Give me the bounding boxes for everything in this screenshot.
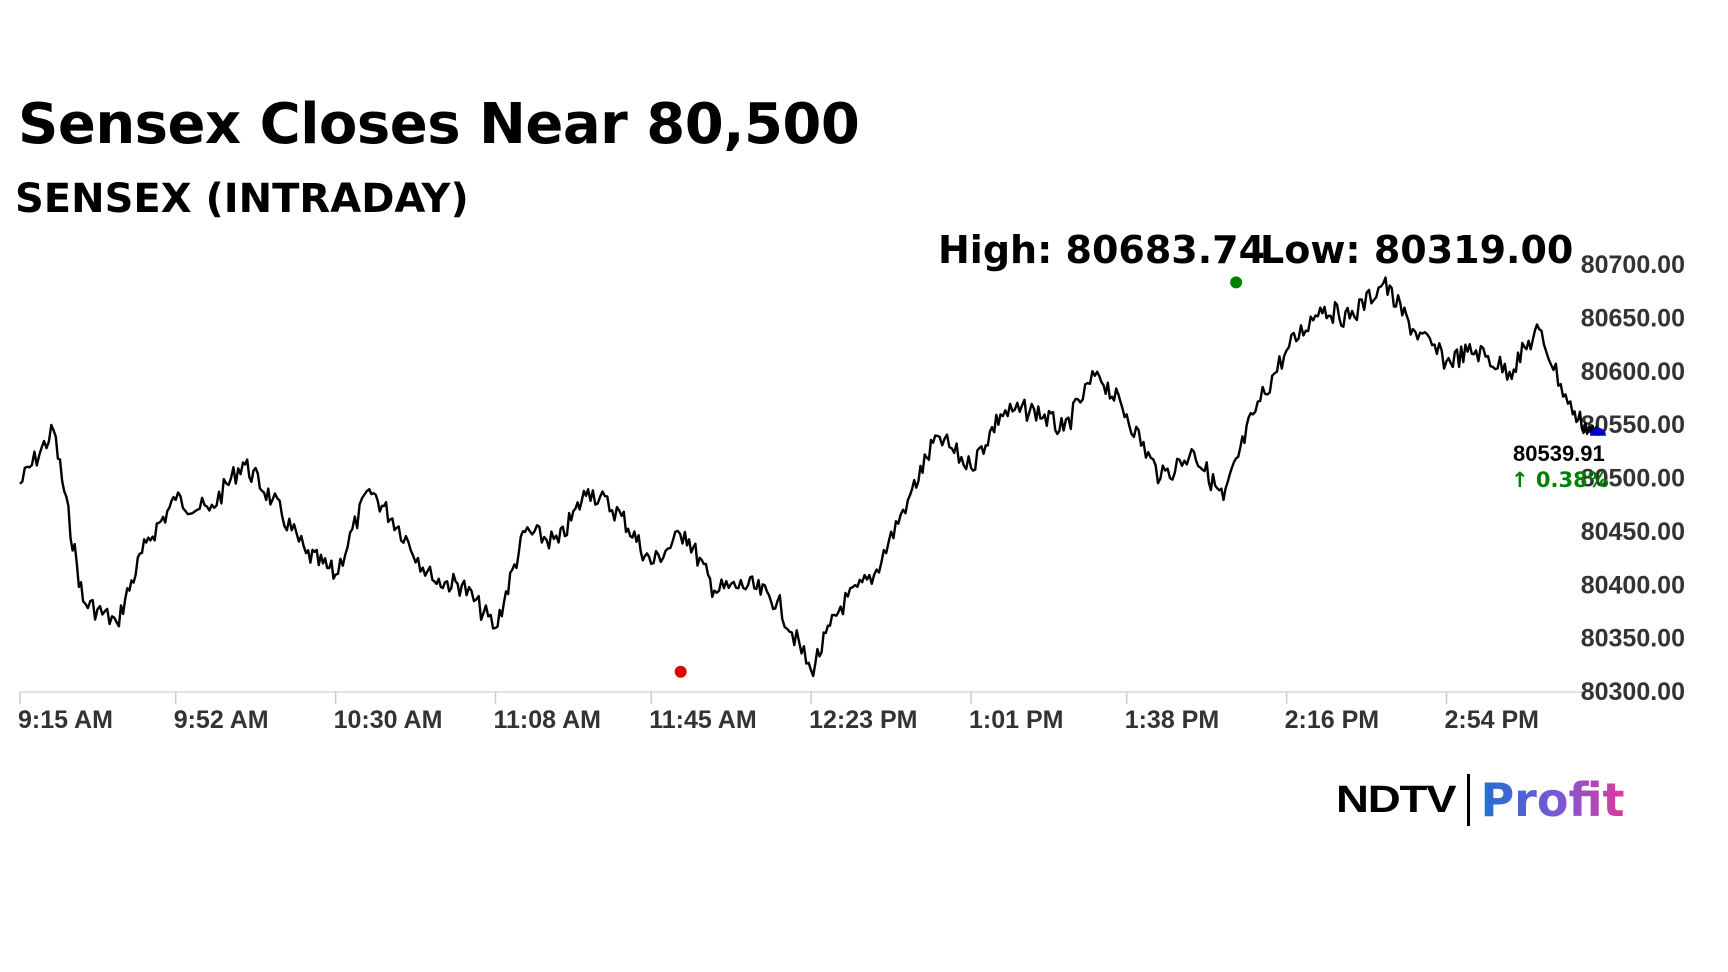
x-tick-label: 9:15 AM [18, 706, 113, 734]
x-tick-label: 10:30 AM [334, 706, 443, 734]
change-label: ↑ 0.38% [1511, 468, 1609, 492]
ndtv-wordmark: NDTV [1336, 778, 1457, 821]
x-tick-label: 1:01 PM [969, 706, 1063, 734]
high-point-marker [1230, 276, 1243, 289]
x-tick-label: 2:16 PM [1285, 706, 1379, 734]
y-tick-label: 80700.00 [1581, 251, 1685, 279]
logo-divider [1467, 774, 1471, 826]
low-point-marker [674, 665, 687, 678]
profit-wordmark: Profit [1480, 773, 1625, 827]
y-tick-label: 80300.00 [1581, 678, 1685, 706]
chart-subtitle: SENSEX (INTRADAY) [15, 176, 469, 222]
y-tick-label: 80450.00 [1581, 518, 1685, 546]
y-tick-label: 80350.00 [1581, 625, 1685, 653]
x-tick-label: 12:23 PM [809, 706, 917, 734]
y-tick-label: 80500.00 [1581, 465, 1685, 493]
x-tick-label: 1:38 PM [1125, 706, 1219, 734]
last-price-marker [1590, 427, 1606, 436]
x-tick-label: 9:52 AM [174, 706, 269, 734]
chart-title: Sensex Closes Near 80,500 [18, 92, 860, 157]
ndtv-profit-logo: NDTV Profit [1336, 770, 1625, 830]
x-tick-label: 2:54 PM [1445, 706, 1539, 734]
high-label: High: 80683.74 [938, 228, 1266, 272]
y-tick-label: 80400.00 [1581, 571, 1685, 599]
x-tick-label: 11:08 AM [494, 706, 601, 734]
y-tick-label: 80650.00 [1581, 304, 1685, 332]
y-tick-label: 80600.00 [1581, 358, 1685, 386]
low-label: Low: 80319.00 [1260, 228, 1574, 272]
sensex-line [19, 276, 1600, 678]
last-price-label: 80539.91 [1513, 441, 1605, 466]
x-tick-label: 11:45 AM [649, 706, 756, 734]
